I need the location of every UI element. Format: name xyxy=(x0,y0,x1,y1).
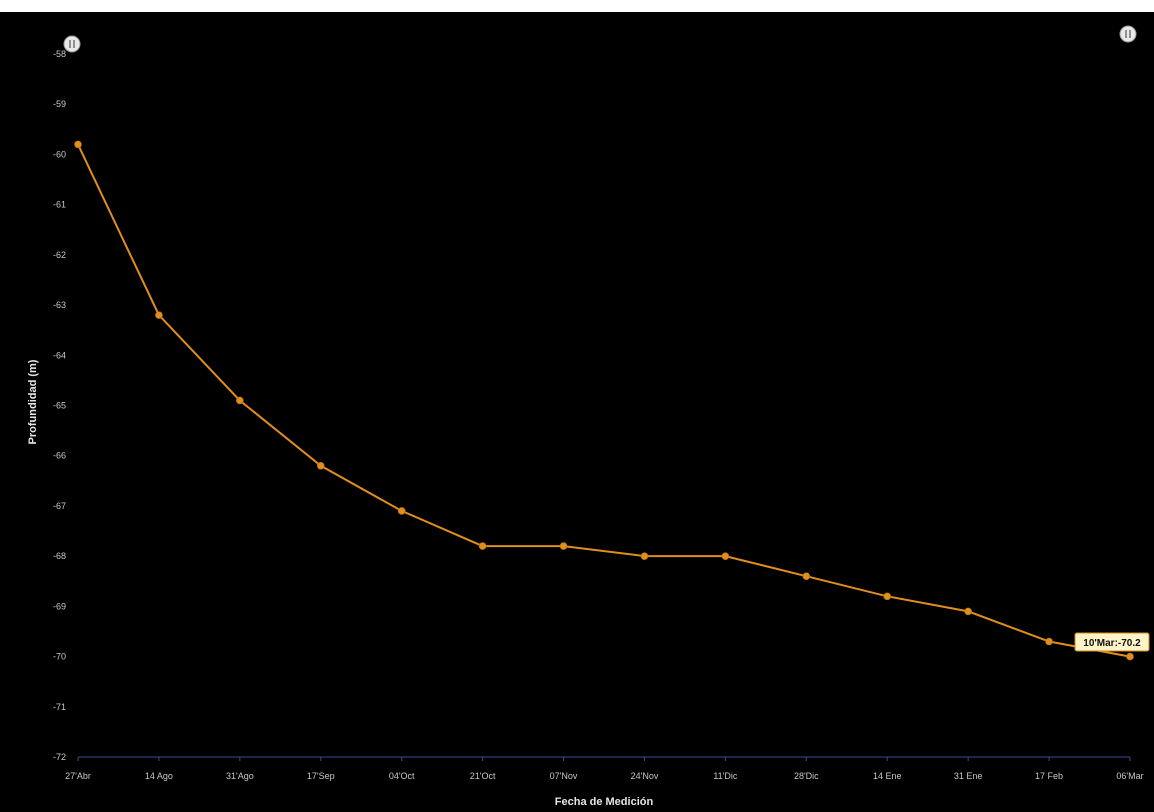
data-point[interactable] xyxy=(1126,652,1134,661)
y-tick-label: -72 xyxy=(53,752,66,762)
x-tick-label: 07'Nov xyxy=(550,771,578,781)
data-point[interactable] xyxy=(236,396,244,405)
x-tick-label: 14 Ene xyxy=(873,771,902,781)
data-tooltip: 10'Mar:-70.2 xyxy=(1074,632,1150,652)
y-tick-label: -66 xyxy=(53,451,66,461)
y-tick-label: -63 xyxy=(53,300,66,310)
data-point[interactable] xyxy=(640,552,649,560)
depth-line-chart: -58 -59 -60 -61 -62 -63 -64 -65 -66 -67 -68 -69 -70 -… xyxy=(27,25,1150,808)
y-tick-label: -65 xyxy=(53,401,66,411)
tooltip-label: 10'Mar:-70.2 xyxy=(1083,638,1141,649)
y-tick-label: -67 xyxy=(53,501,66,511)
y-tick-label: -58 xyxy=(53,49,66,59)
data-point[interactable] xyxy=(559,542,568,550)
y-tick-label: -68 xyxy=(53,551,66,561)
x-tick-label: 21'Oct xyxy=(470,771,496,781)
y-tick-label: -69 xyxy=(53,601,66,611)
x-axis: 27'Abr 14 Ago 31'Ago 17'Sep 04'Oct 21'Oct 07'N… xyxy=(65,756,1144,781)
chart-panel: -58 -59 -60 -61 -62 -63 -64 -65 -66 -67 -68 -69 -70 -… xyxy=(0,12,1154,812)
x-tick-label: 24'Nov xyxy=(631,771,659,781)
y-axis: -58 -59 -60 -61 -62 -63 -64 -65 -66 -67 -68 -69 -70 -… xyxy=(53,49,66,762)
x-tick-label: 17 Feb xyxy=(1035,771,1063,781)
data-point[interactable] xyxy=(397,507,406,515)
x-tick-label: 04'Oct xyxy=(389,771,415,781)
x-tick-label: 27'Abr xyxy=(65,771,91,781)
data-point[interactable] xyxy=(721,552,730,560)
data-point[interactable] xyxy=(478,542,487,550)
data-point[interactable] xyxy=(1045,637,1053,646)
x-tick-label: 28'Dic xyxy=(794,771,819,781)
zoom-handle-left[interactable] xyxy=(63,35,81,53)
data-point[interactable] xyxy=(316,461,325,470)
x-tick-label: 11'Dic xyxy=(713,771,738,781)
y-tick-label: -59 xyxy=(53,99,66,109)
y-axis-title: Profundidad (m) xyxy=(27,359,39,444)
x-tick-label: 06'Mar xyxy=(1116,771,1143,781)
data-point[interactable] xyxy=(74,140,82,149)
data-point[interactable] xyxy=(964,607,972,616)
x-tick-label: 14 Ago xyxy=(145,771,173,781)
x-tick-label: 31'Ago xyxy=(226,771,254,781)
data-point[interactable] xyxy=(155,311,163,319)
x-tick-label: 31 Ene xyxy=(954,771,983,781)
y-tick-label: -61 xyxy=(53,200,66,210)
data-point[interactable] xyxy=(802,572,811,581)
x-tick-label: 17'Sep xyxy=(307,771,335,781)
y-tick-label: -70 xyxy=(53,652,66,662)
y-tick-label: -60 xyxy=(53,149,66,159)
y-tick-label: -71 xyxy=(53,702,66,712)
y-tick-label: -62 xyxy=(53,250,66,260)
zoom-handle-right[interactable] xyxy=(1119,25,1137,43)
x-axis-title: Fecha de Medición xyxy=(555,796,654,808)
data-points xyxy=(74,140,1134,661)
data-point[interactable] xyxy=(883,592,892,601)
y-tick-label: -64 xyxy=(53,350,66,360)
series-line xyxy=(77,143,1131,658)
